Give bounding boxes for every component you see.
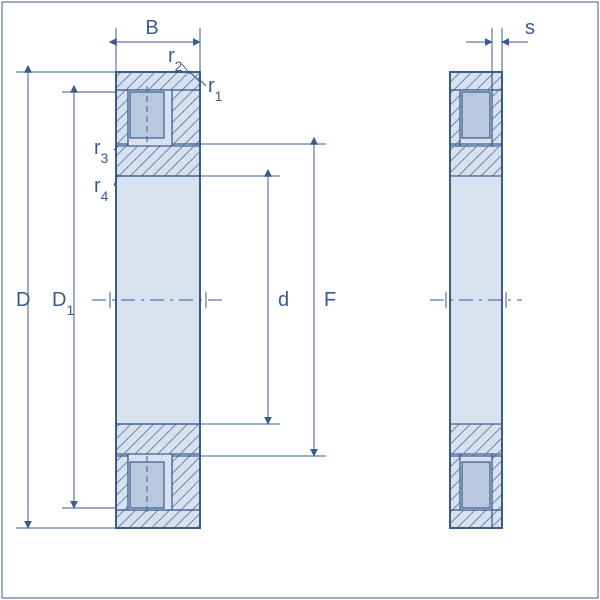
svg-text:F: F xyxy=(324,289,336,311)
svg-text:r1: r1 xyxy=(208,75,223,104)
svg-text:D1: D1 xyxy=(52,289,74,318)
bearing-diagram: Bs D D1 d Fr1 r2 r3 r4 xyxy=(0,0,600,600)
svg-text:D: D xyxy=(16,289,30,311)
svg-text:B: B xyxy=(145,17,158,39)
svg-text:d: d xyxy=(278,289,289,311)
svg-text:s: s xyxy=(525,17,535,39)
svg-text:r2: r2 xyxy=(168,45,183,74)
diagram-root: Bs D D1 d Fr1 r2 r3 r4 xyxy=(2,2,598,598)
svg-text:r3: r3 xyxy=(94,137,109,166)
svg-text:r4: r4 xyxy=(94,175,109,204)
